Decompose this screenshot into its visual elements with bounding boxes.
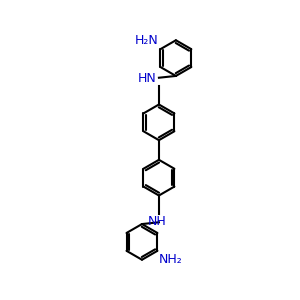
Text: NH₂: NH₂ — [159, 253, 183, 266]
Text: NH: NH — [147, 215, 166, 228]
Text: H₂N: H₂N — [135, 34, 159, 47]
Text: HN: HN — [138, 72, 157, 85]
